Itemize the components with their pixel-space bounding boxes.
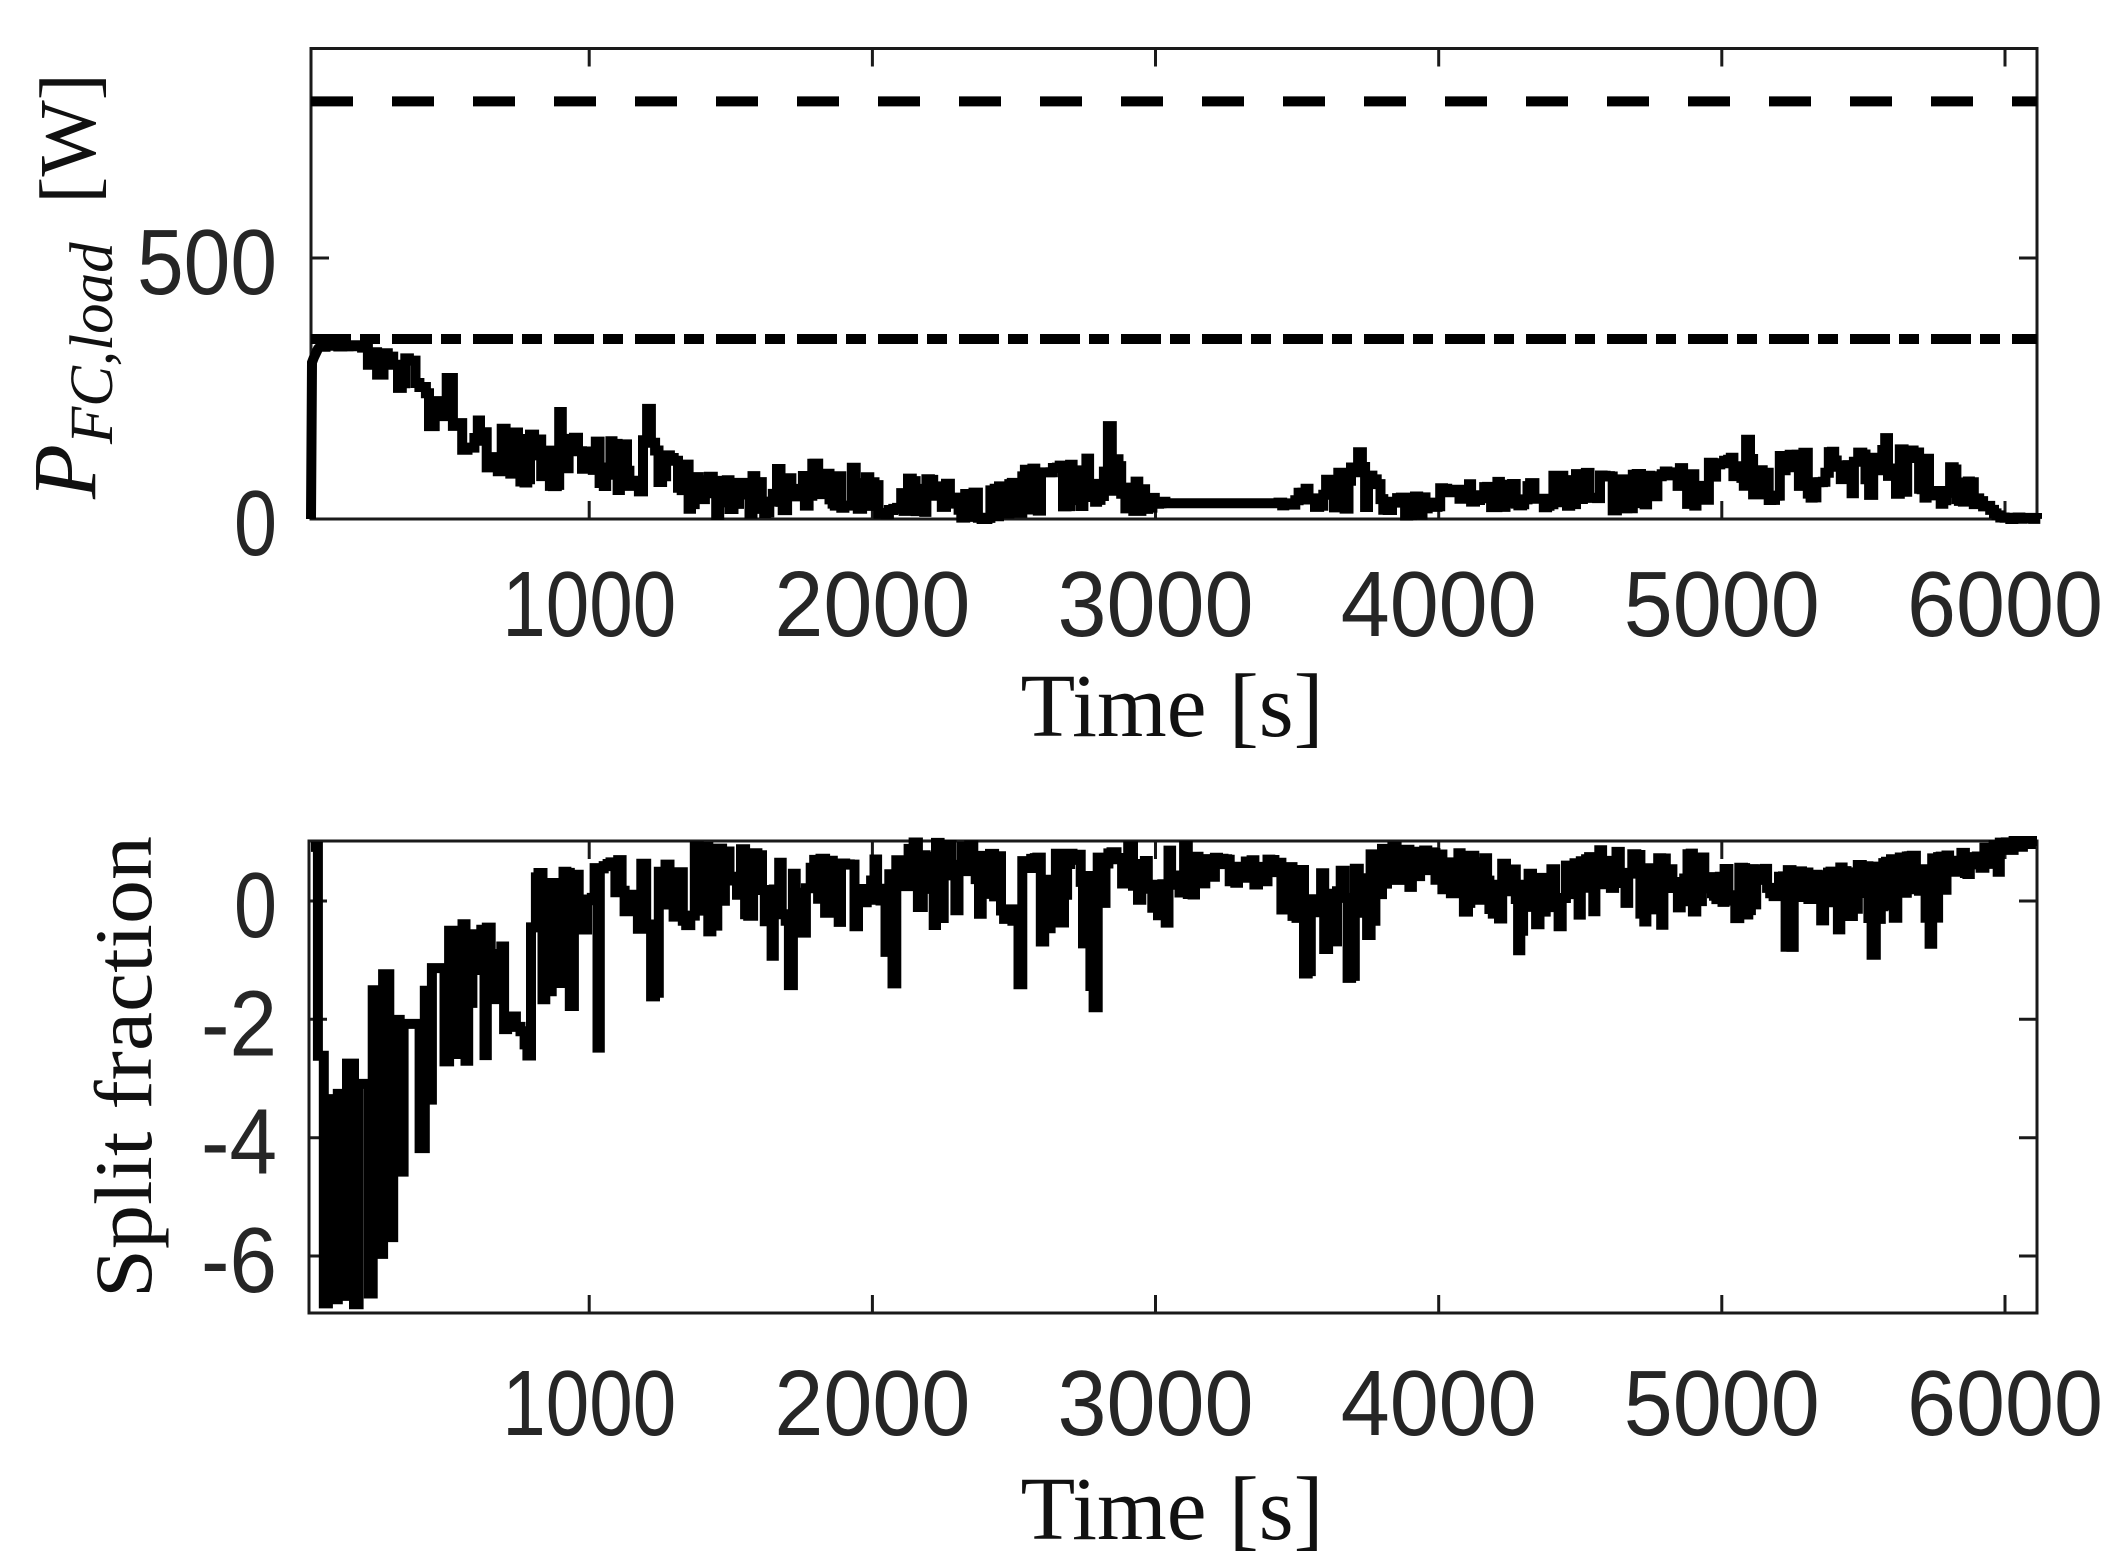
svg-text:2000: 2000 [774,1351,970,1455]
svg-text:5000: 5000 [1624,1351,1820,1455]
svg-text:Time [s]: Time [s] [1021,657,1324,756]
svg-text:1000: 1000 [502,1351,676,1455]
svg-text:3000: 3000 [1058,552,1254,656]
svg-text:-2: -2 [201,971,277,1075]
svg-text:PFC,load [W]: PFC,load [W] [16,73,126,500]
svg-text:6000: 6000 [1907,1351,2103,1455]
svg-text:Time [s]: Time [s] [1021,1460,1324,1559]
svg-text:0: 0 [234,471,277,575]
svg-text:4000: 4000 [1341,1351,1537,1455]
svg-text:-4: -4 [201,1090,277,1194]
svg-text:2000: 2000 [774,552,970,656]
svg-text:1000: 1000 [502,552,676,656]
svg-text:4000: 4000 [1341,552,1537,656]
svg-text:3000: 3000 [1058,1351,1254,1455]
svg-text:500: 500 [137,210,277,314]
svg-text:6000: 6000 [1907,552,2103,656]
svg-text:5000: 5000 [1624,552,1820,656]
svg-text:Split fraction: Split fraction [78,836,169,1298]
svg-text:-6: -6 [201,1208,277,1312]
svg-text:0: 0 [234,853,277,957]
